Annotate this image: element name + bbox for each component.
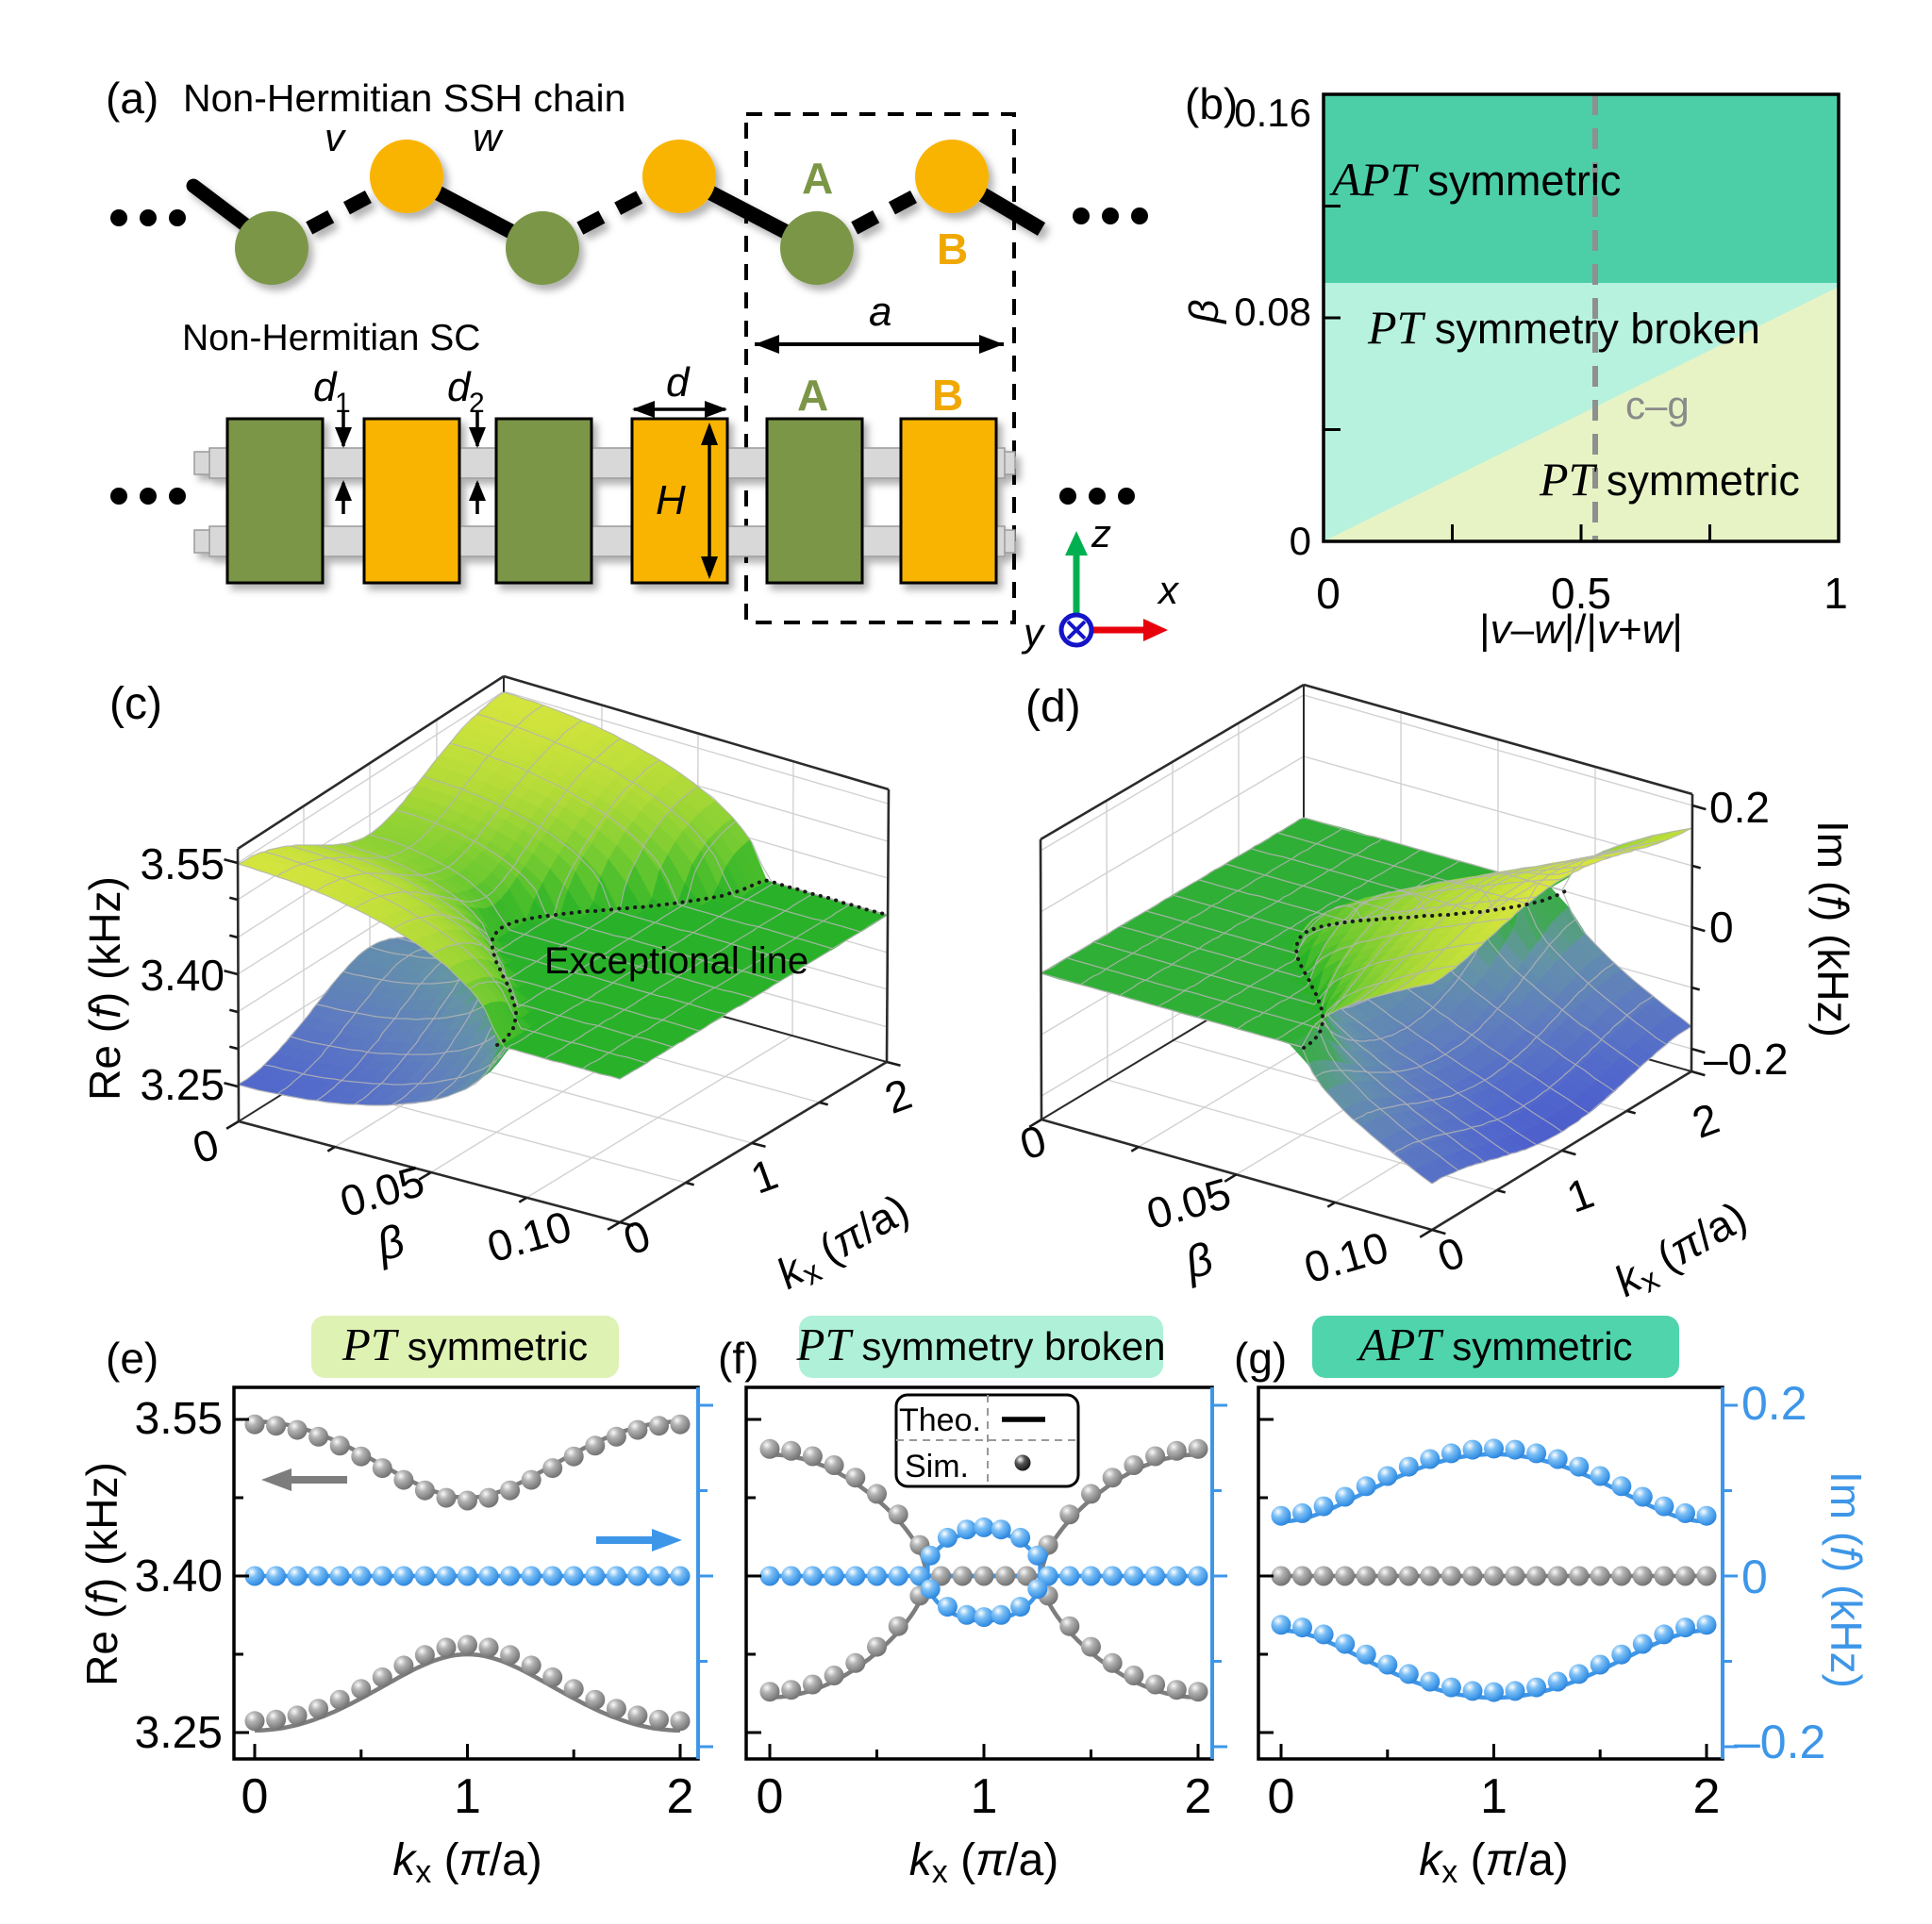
svg-text:Re (f) (kHz): Re (f) (kHz) — [80, 876, 129, 1101]
svg-text:(e): (e) — [106, 1334, 158, 1383]
svg-text:d: d — [313, 364, 338, 410]
svg-text:Sim.: Sim. — [905, 1449, 969, 1484]
svg-text:PT symmetry broken: PT symmetry broken — [1367, 301, 1760, 354]
svg-text:x: x — [1157, 568, 1180, 612]
svg-text:β: β — [1181, 299, 1227, 324]
svg-text:kx (π/a): kx (π/a) — [909, 1835, 1059, 1890]
svg-text:1: 1 — [1824, 569, 1848, 618]
svg-text:0: 0 — [1316, 569, 1341, 618]
svg-text:a: a — [869, 289, 891, 335]
svg-text:–0.2: –0.2 — [1704, 1035, 1789, 1084]
svg-text:d: d — [666, 359, 691, 406]
svg-text:2: 2 — [667, 1769, 694, 1824]
svg-text:3.25: 3.25 — [140, 1060, 225, 1109]
svg-text:Theo.: Theo. — [899, 1402, 981, 1438]
svg-text:0: 0 — [1268, 1769, 1295, 1824]
svg-text:3.55: 3.55 — [135, 1394, 223, 1444]
svg-text:1: 1 — [971, 1769, 998, 1824]
svg-text:2: 2 — [469, 388, 485, 419]
svg-text:0.16: 0.16 — [1234, 91, 1311, 135]
svg-text:|v–w|/|v+w|: |v–w|/|v+w| — [1479, 606, 1683, 653]
svg-text:(c): (c) — [109, 679, 162, 729]
svg-text:0: 0 — [1741, 1551, 1768, 1603]
svg-text:kx (π/a): kx (π/a) — [392, 1835, 542, 1890]
svg-text:0.2: 0.2 — [1709, 783, 1770, 832]
svg-text:2: 2 — [1185, 1769, 1212, 1824]
svg-text:Non-Hermitian SC: Non-Hermitian SC — [182, 318, 480, 358]
svg-text:(d): (d) — [1025, 682, 1081, 732]
svg-text:c–g: c–g — [1625, 383, 1690, 427]
svg-text:B: B — [932, 371, 963, 420]
svg-text:3.25: 3.25 — [135, 1708, 223, 1758]
svg-text:0.2: 0.2 — [1741, 1377, 1807, 1430]
svg-text:d: d — [447, 364, 472, 410]
svg-text:PT symmetry broken: PT symmetry broken — [796, 1319, 1166, 1370]
svg-text:w: w — [473, 115, 504, 159]
svg-text:z: z — [1091, 511, 1111, 556]
svg-text:(b): (b) — [1185, 79, 1238, 128]
svg-text:APT symmetric: APT symmetric — [1356, 1319, 1632, 1370]
svg-text:Exceptional line: Exceptional line — [544, 940, 808, 982]
svg-text:y: y — [1021, 610, 1046, 655]
svg-text:3.40: 3.40 — [135, 1551, 223, 1601]
svg-text:0: 0 — [1709, 903, 1734, 952]
svg-text:0: 0 — [242, 1769, 269, 1824]
svg-text:Re (f) (kHz): Re (f) (kHz) — [77, 1462, 126, 1686]
svg-text:(f): (f) — [718, 1334, 758, 1383]
svg-text:Non-Hermitian SSH chain: Non-Hermitian SSH chain — [183, 76, 625, 120]
svg-text:H: H — [656, 477, 686, 523]
svg-text:1: 1 — [454, 1769, 481, 1824]
svg-text:A: A — [802, 154, 833, 203]
svg-text:–0.2: –0.2 — [1734, 1716, 1825, 1768]
svg-text:3.55: 3.55 — [140, 839, 225, 888]
svg-text:0: 0 — [1290, 519, 1311, 563]
svg-text:PT symmetric: PT symmetric — [1539, 453, 1800, 506]
svg-text:APT symmetric: APT symmetric — [1329, 153, 1621, 206]
svg-text:0: 0 — [757, 1769, 784, 1824]
svg-text:0.08: 0.08 — [1234, 290, 1311, 334]
svg-text:2: 2 — [1693, 1769, 1721, 1824]
svg-text:A: A — [797, 371, 828, 420]
svg-text:PT symmetric: PT symmetric — [341, 1319, 588, 1370]
svg-text:Im (f) (kHz): Im (f) (kHz) — [1822, 1471, 1871, 1688]
svg-text:(g): (g) — [1234, 1334, 1287, 1383]
svg-text:Im (f) (kHz): Im (f) (kHz) — [1808, 821, 1857, 1037]
svg-text:3.40: 3.40 — [140, 951, 225, 1000]
svg-text:kx (π/a): kx (π/a) — [1419, 1835, 1569, 1890]
svg-text:0.5: 0.5 — [1551, 569, 1611, 618]
svg-text:B: B — [937, 224, 968, 274]
svg-text:(a): (a) — [106, 74, 158, 123]
svg-text:1: 1 — [1480, 1769, 1507, 1824]
svg-text:1: 1 — [335, 388, 351, 419]
svg-text:v: v — [325, 115, 347, 159]
